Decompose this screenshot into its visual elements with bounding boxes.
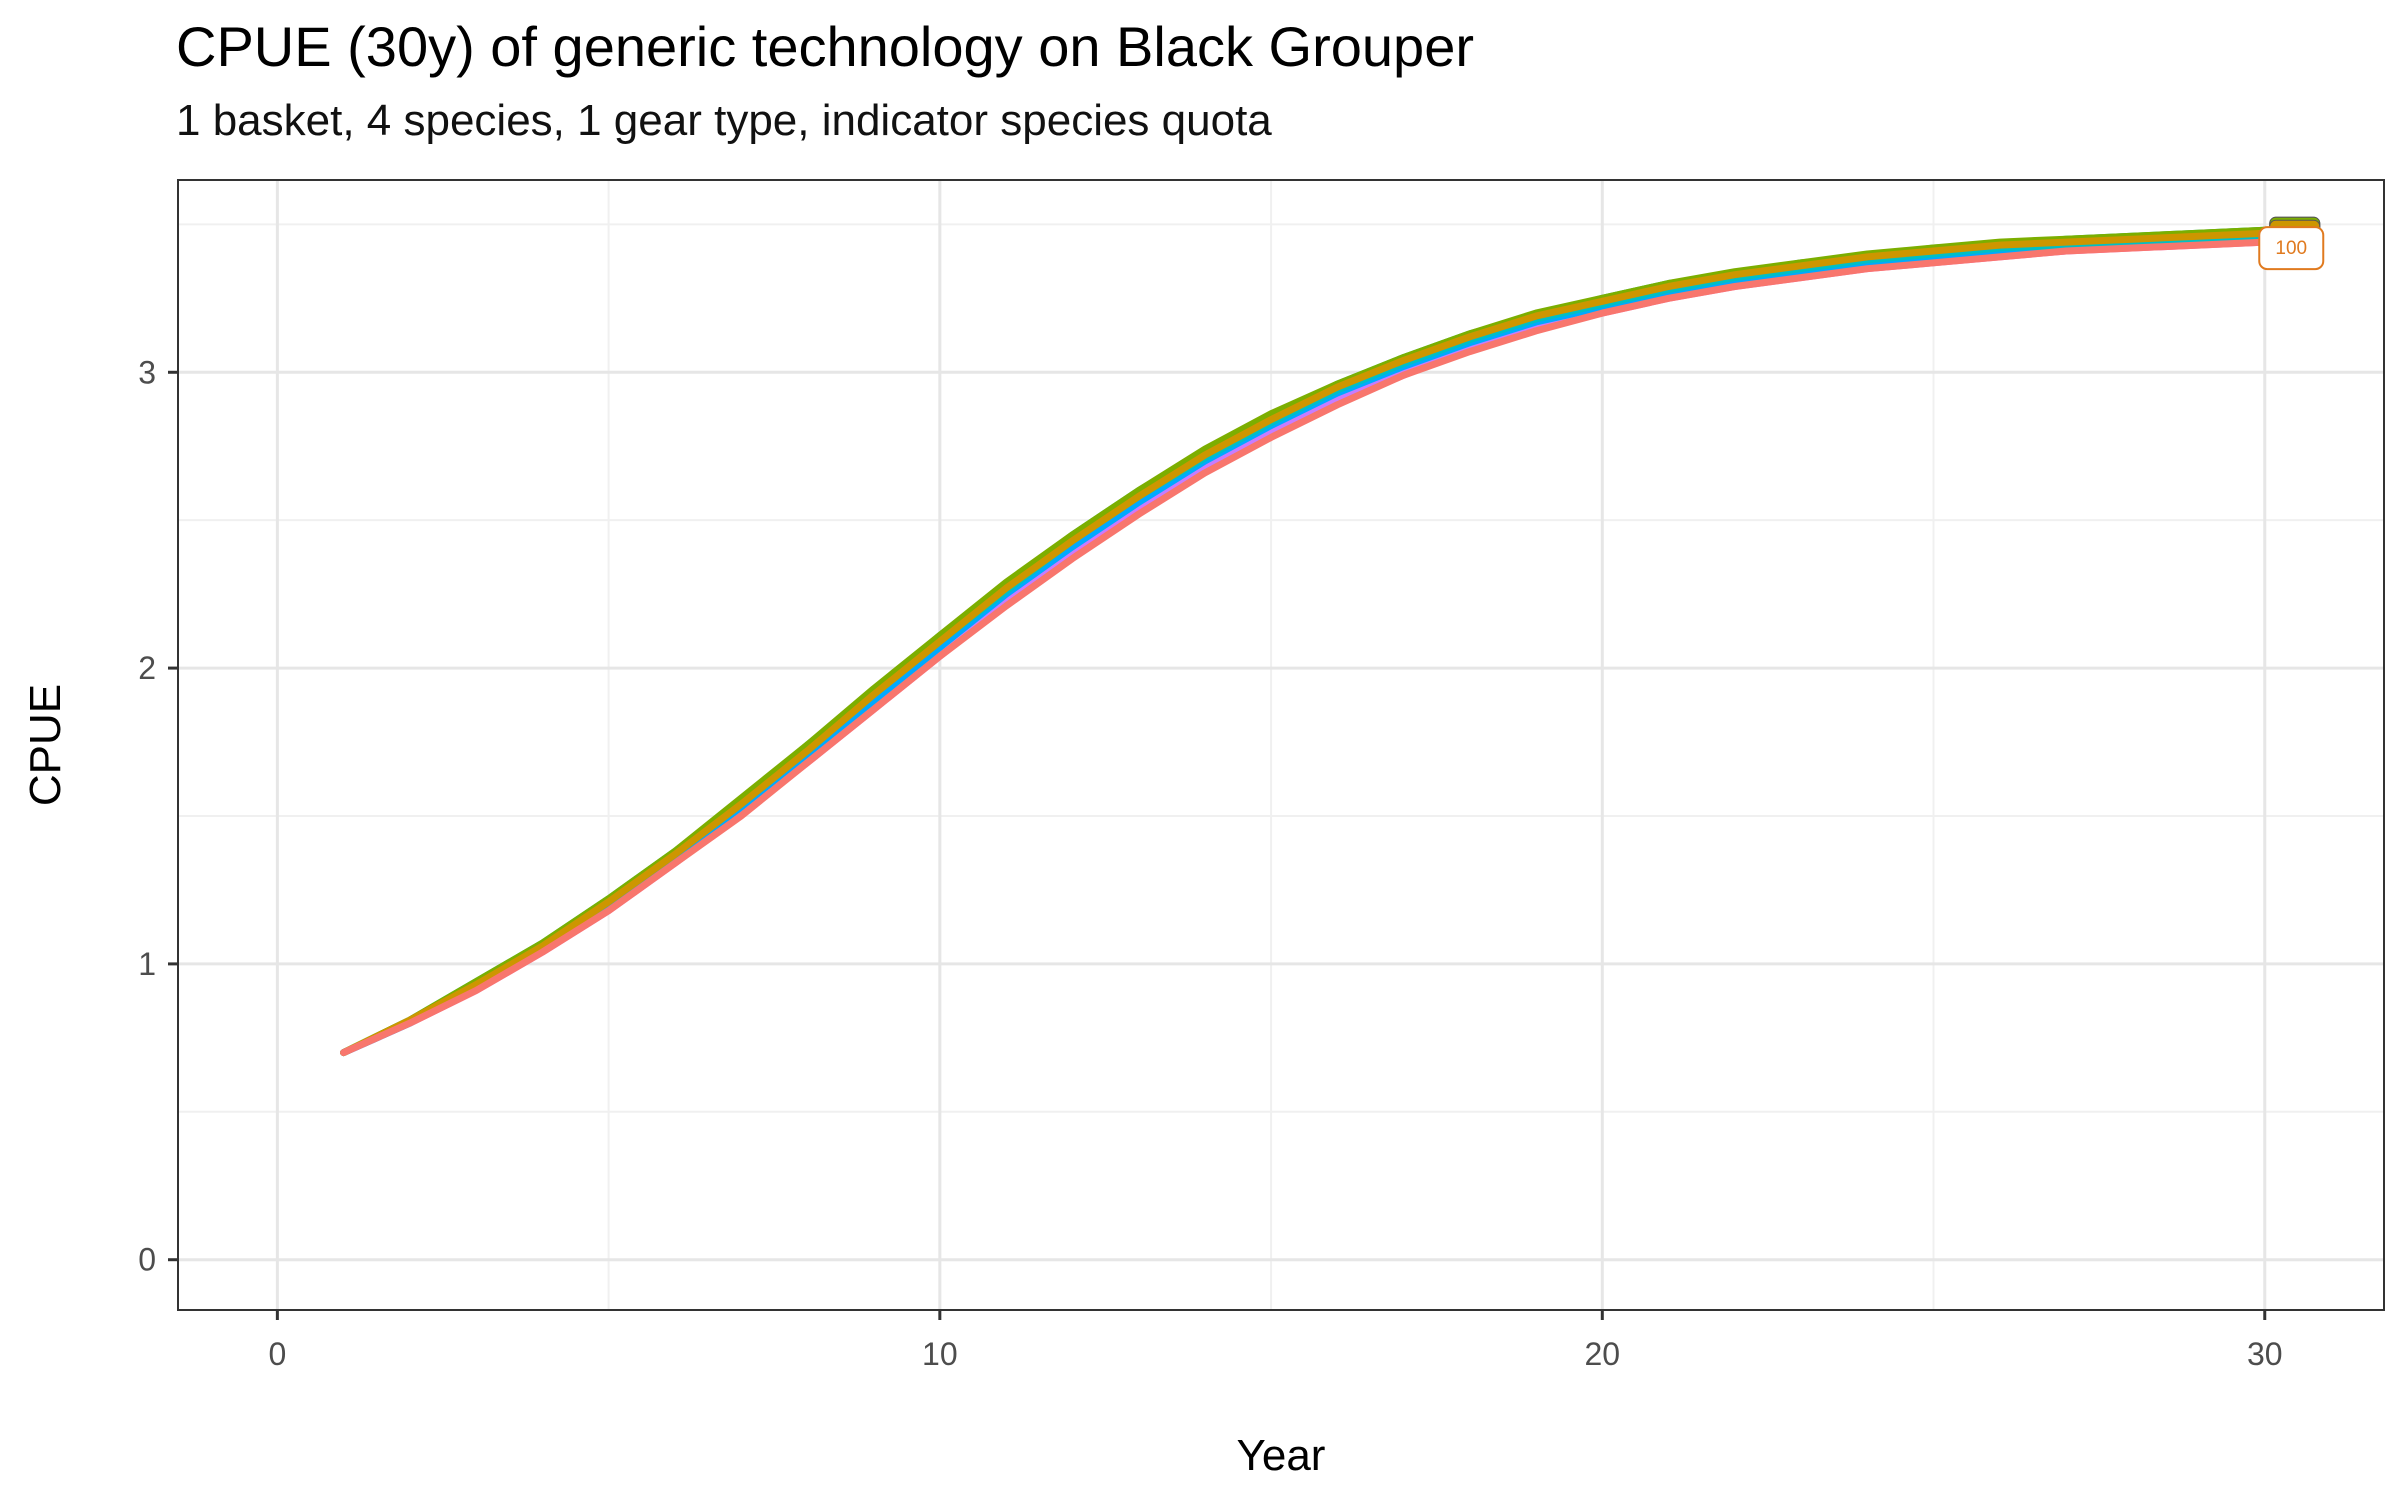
- series-line-5: [340, 232, 2269, 1057]
- end-label-text: 100: [2275, 238, 2307, 259]
- plot-panel-border: [177, 179, 2385, 1311]
- grid: [178, 180, 2384, 1310]
- series-line-4: [340, 226, 2269, 1057]
- series-line-8: [340, 238, 2269, 1057]
- annotations: 100: [2258, 226, 2325, 271]
- x-tick-label: 10: [922, 1336, 958, 1372]
- series-line-6: [340, 235, 2269, 1057]
- x-tick-label: 0: [268, 1336, 286, 1372]
- x-axis-title: Year: [1237, 1431, 1326, 1480]
- end-label-box: [2258, 226, 2325, 271]
- y-axis-title: CPUE: [21, 684, 70, 806]
- y-tick-label: 2: [138, 650, 156, 686]
- y-tick-label: 0: [138, 1242, 156, 1278]
- chart-subtitle: 1 basket, 4 species, 1 gear type, indica…: [176, 96, 1272, 145]
- y-tick-label: 1: [138, 946, 156, 982]
- series-line-1: [340, 238, 2269, 1057]
- chart-title: CPUE (30y) of generic technology on Blac…: [176, 15, 1474, 78]
- y-tick-label: 3: [138, 354, 156, 390]
- series-line-7: [340, 238, 2269, 1057]
- series-lines: [340, 226, 2269, 1057]
- axes: 0 10 20 30 0 1 2 3: [138, 354, 2282, 1372]
- x-tick-label: 20: [1584, 1336, 1620, 1372]
- series-line-2: [340, 229, 2269, 1057]
- series-line-3: [340, 226, 2269, 1057]
- x-tick-label: 30: [2247, 1336, 2283, 1372]
